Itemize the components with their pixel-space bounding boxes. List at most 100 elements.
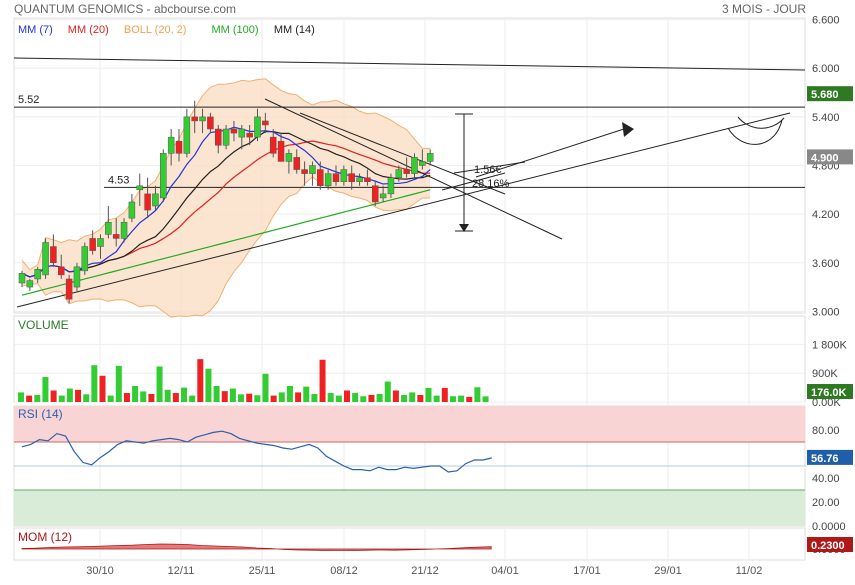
candle-body [112, 234, 120, 239]
candle-body [167, 136, 175, 154]
ma14-line [21, 131, 431, 278]
bollinger-upper [21, 78, 431, 271]
volume-bar [270, 395, 277, 402]
volume-bar [392, 390, 399, 402]
volume-bar [327, 393, 334, 402]
rsi-title: RSI (14) [18, 407, 63, 421]
volume-bar [286, 386, 293, 402]
candle-body [207, 116, 214, 130]
volume-bar [360, 396, 367, 402]
y-tick-label: 3.000 [812, 306, 840, 318]
y-tick-label: 6.000 [812, 63, 840, 75]
candle-body [387, 177, 395, 195]
candle-body [356, 177, 363, 182]
candle-body [183, 116, 191, 154]
legend-item: MM (14) [274, 24, 315, 36]
volume-bar [376, 394, 383, 402]
price-badge-last-bg [807, 149, 853, 165]
volume-bar [123, 393, 130, 402]
volume-bar [107, 395, 114, 402]
trend-line [441, 172, 506, 191]
volume-bar [311, 394, 318, 402]
rsi-current-badge-bg [807, 449, 853, 465]
candle-body [34, 268, 41, 280]
candle-body [301, 169, 308, 174]
volume-bar [417, 394, 424, 402]
x-tick-label: 12/11 [168, 565, 195, 577]
support-level-label: 5.52 [18, 94, 39, 106]
candle-body [215, 128, 222, 146]
x-tick-label: 29/01 [654, 565, 682, 577]
measure-arrow [459, 224, 469, 232]
candle-body [97, 238, 104, 247]
volume-bar [303, 386, 310, 402]
mom-area [21, 543, 492, 551]
candle-body [324, 173, 332, 187]
price-badge-last: 4.900 [811, 152, 839, 164]
volume-bar [18, 392, 24, 402]
volume-bar [66, 388, 73, 402]
measure-value: 1.56€ [474, 164, 502, 176]
candle-body [89, 238, 96, 251]
volume-bar [246, 393, 253, 402]
candle-body [379, 193, 387, 199]
volume-bar [401, 394, 408, 402]
volume-bar [140, 391, 147, 402]
volume-bar [466, 396, 473, 402]
volume-bar [368, 394, 375, 402]
arc-annotation [727, 119, 783, 145]
candle-body [199, 116, 206, 122]
volume-bar [449, 396, 456, 402]
candle-body [285, 153, 293, 162]
candle-body [426, 153, 434, 162]
candle-body [222, 128, 230, 146]
volume-bar [295, 392, 302, 402]
volume-bar [433, 395, 440, 402]
arrow-head [622, 122, 634, 137]
volume-bar [229, 388, 236, 402]
candle-body [26, 280, 34, 288]
candle-body [246, 132, 253, 138]
volume-bar [197, 359, 204, 402]
volume-bar [132, 386, 139, 402]
volume-bar [425, 387, 432, 402]
volume-title: VOLUME [18, 318, 69, 332]
rsi-current-badge: 56.76 [811, 453, 839, 465]
candle-body [309, 165, 316, 174]
measure-percent: 28.16% [472, 178, 510, 190]
volume-bar [50, 390, 57, 402]
candle-body [262, 120, 269, 126]
x-tick-label: 21/12 [411, 565, 439, 577]
volume-bar [83, 394, 90, 402]
candle-body [105, 221, 112, 235]
rsi-tick-label: 0.0000 [812, 521, 846, 533]
volume-bar [58, 395, 65, 402]
bollinger-lower [21, 176, 431, 318]
volume-bar [181, 387, 187, 402]
candle-body [144, 193, 151, 211]
volume-bar [221, 391, 228, 402]
candle-body [42, 242, 49, 276]
x-tick-label: 30/10 [86, 565, 114, 577]
volume-bar [26, 395, 33, 402]
volume-bar [148, 394, 155, 402]
volume-bar [344, 390, 350, 402]
candle-body [191, 116, 198, 122]
trend-line [13, 57, 806, 71]
trend-line [453, 161, 526, 174]
rsi-tick-label: 80.00 [812, 425, 840, 437]
rsi-overbought-zone [14, 406, 805, 442]
trend-line [299, 112, 506, 195]
y-tick-label: 6.600 [812, 15, 840, 27]
candle-body [332, 173, 340, 182]
candle-body [18, 273, 26, 284]
candle-body [175, 140, 183, 154]
volume-bar [319, 359, 326, 402]
candle-body [50, 246, 57, 264]
candle-body [58, 266, 65, 276]
support-level-label: 4.53 [108, 174, 129, 186]
candle-body [230, 128, 238, 134]
chart-title: QUANTUM GENOMICS - abcbourse.com [14, 2, 236, 16]
volume-bar [352, 393, 359, 402]
